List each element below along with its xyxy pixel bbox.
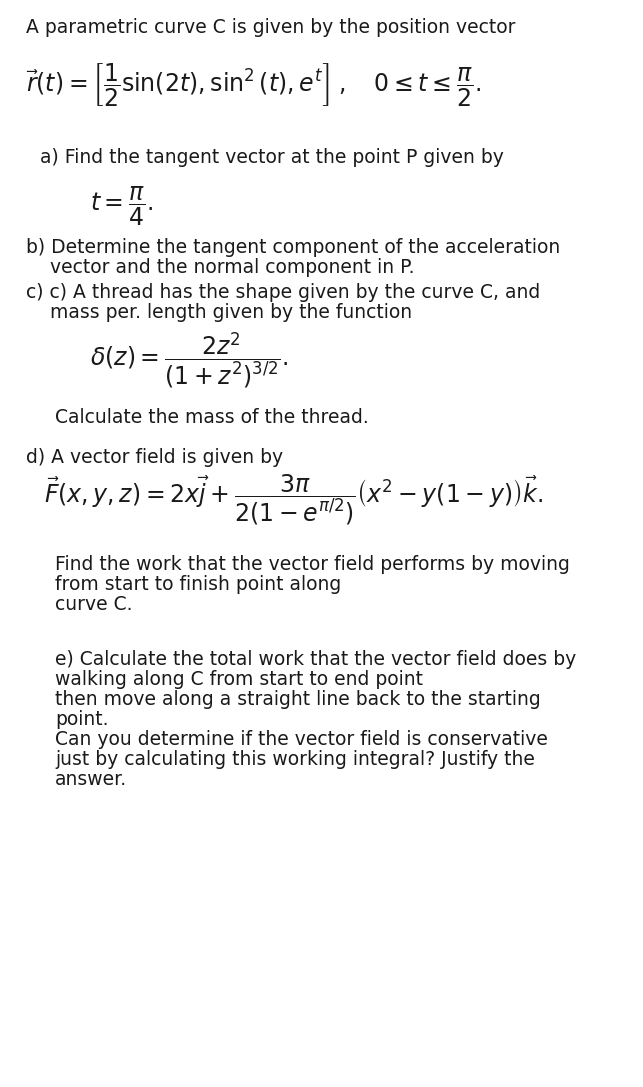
Text: mass per. length given by the function: mass per. length given by the function (50, 303, 412, 322)
Text: $\vec{r}(t)=\left[\dfrac{1}{2}\sin(2t),\sin^{2}(t),e^{t}\right]\;,\quad 0\leq t\: $\vec{r}(t)=\left[\dfrac{1}{2}\sin(2t),\… (26, 62, 481, 110)
Text: Calculate the mass of the thread.: Calculate the mass of the thread. (55, 408, 368, 427)
Text: just by calculating this working integral? Justify the: just by calculating this working integra… (55, 750, 535, 769)
Text: curve C.: curve C. (55, 595, 132, 614)
Text: $\vec{F}(x,y,z)=2x\vec{j}+\dfrac{3\pi}{2\left(1-e^{\pi/2}\right)}\left(x^{2}-y(1: $\vec{F}(x,y,z)=2x\vec{j}+\dfrac{3\pi}{2… (44, 472, 543, 527)
Text: c) c) A thread has the shape given by the curve C, and: c) c) A thread has the shape given by th… (26, 283, 540, 302)
Text: $\delta(z)=\dfrac{2z^{2}}{\left(1+z^{2}\right)^{3/2}}.$: $\delta(z)=\dfrac{2z^{2}}{\left(1+z^{2}\… (90, 330, 288, 390)
Text: point.: point. (55, 710, 109, 729)
Text: $t=\dfrac{\pi}{4}.$: $t=\dfrac{\pi}{4}.$ (90, 185, 153, 228)
Text: A parametric curve C is given by the position vector: A parametric curve C is given by the pos… (26, 18, 516, 37)
Text: walking along C from start to end point: walking along C from start to end point (55, 670, 423, 689)
Text: Can you determine if the vector field is conservative: Can you determine if the vector field is… (55, 730, 548, 749)
Text: Find the work that the vector field performs by moving: Find the work that the vector field perf… (55, 555, 570, 574)
Text: from start to finish point along: from start to finish point along (55, 575, 341, 594)
Text: answer.: answer. (55, 770, 127, 789)
Text: e) Calculate the total work that the vector field does by: e) Calculate the total work that the vec… (55, 650, 576, 669)
Text: d) A vector field is given by: d) A vector field is given by (26, 448, 283, 467)
Text: vector and the normal component in P.: vector and the normal component in P. (50, 258, 415, 277)
Text: a) Find the tangent vector at the point P given by: a) Find the tangent vector at the point … (40, 148, 504, 167)
Text: b) Determine the tangent component of the acceleration: b) Determine the tangent component of th… (26, 238, 560, 257)
Text: then move along a straight line back to the starting: then move along a straight line back to … (55, 690, 541, 709)
